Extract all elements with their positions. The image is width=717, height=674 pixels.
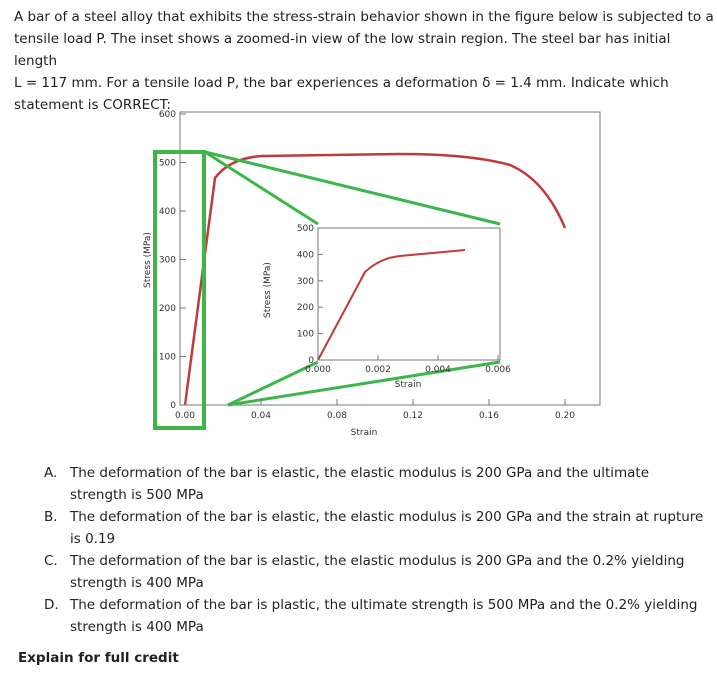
option: D. The deformation of the bar is plastic,… — [44, 594, 709, 638]
y-tick-label: 300 — [297, 277, 314, 287]
y-tick-label: 100 — [159, 353, 176, 363]
main-frame — [179, 111, 601, 406]
option: A. The deformation of the bar is elastic,… — [44, 462, 709, 506]
y-tick-label: 400 — [159, 207, 176, 217]
question-line: tensile load P. The inset shows a zoomed… — [14, 31, 671, 69]
zoom-line — [204, 150, 501, 226]
x-tick-label: 0.004 — [425, 365, 451, 375]
x-tick-label: 0.20 — [555, 411, 575, 421]
option-text: The deformation of the bar is elastic, t… — [70, 465, 650, 503]
question-line: A bar of a steel alloy that exhibits the… — [14, 9, 714, 25]
option-text: The deformation of the bar is elastic, t… — [70, 553, 685, 591]
question-line: L = 117 mm. For a tensile load P, the ba… — [14, 75, 669, 91]
x-tick-label: 0.000 — [305, 365, 331, 375]
inset-curve — [317, 249, 466, 361]
x-axis-label: Strain — [395, 380, 422, 390]
zoom-line — [227, 360, 319, 407]
zoom-line — [204, 150, 319, 226]
option-text: The deformation of the bar is plastic, t… — [70, 597, 698, 635]
option-letter: C. — [44, 553, 58, 569]
y-axis-label: Stress (MPa) — [143, 232, 153, 288]
x-tick-label: 0.08 — [327, 411, 347, 421]
option-letter: B. — [44, 509, 58, 525]
y-tick-label: 400 — [297, 250, 314, 260]
x-tick-label: 0.002 — [365, 365, 391, 375]
x-tick-label: 0.04 — [251, 411, 271, 421]
y-axis-label: Stress (MPa) — [263, 262, 273, 318]
y-tick-label: 500 — [159, 159, 176, 169]
options: A. The deformation of the bar is elastic,… — [44, 462, 709, 638]
highlight-box — [153, 150, 206, 430]
x-tick-label: 0.006 — [485, 365, 511, 375]
option-letter: D. — [44, 597, 59, 613]
y-tick-label: 600 — [159, 110, 176, 120]
figure: Stress (MPa) Strain Stress (MPa) Strain … — [143, 110, 601, 438]
main-curve — [183, 152, 567, 406]
inset-frame — [317, 227, 501, 361]
zoom-line — [227, 360, 501, 407]
question: A bar of a steel alloy that exhibits the… — [14, 6, 717, 116]
question-line: statement is CORRECT: — [14, 97, 171, 113]
option: C. The deformation of the bar is elastic,… — [44, 550, 709, 594]
y-tick-label: 100 — [297, 330, 314, 340]
y-tick-label: 500 — [297, 224, 314, 234]
y-tick-label: 300 — [159, 256, 176, 266]
y-tick-label: 200 — [297, 303, 314, 313]
y-tick-label: 0 — [170, 401, 176, 411]
x-axis-label: Strain — [351, 428, 378, 438]
option-text: The deformation of the bar is elastic, t… — [70, 509, 704, 547]
y-tick-label: 200 — [159, 304, 176, 314]
x-tick-label: 0.00 — [175, 411, 195, 421]
y-tick-label: 0 — [308, 356, 314, 366]
x-tick-label: 0.12 — [403, 411, 423, 421]
option: B. The deformation of the bar is elastic,… — [44, 506, 709, 550]
option-letter: A. — [44, 465, 58, 481]
x-tick-label: 0.16 — [479, 411, 499, 421]
footer: Explain for full credit — [18, 650, 179, 666]
